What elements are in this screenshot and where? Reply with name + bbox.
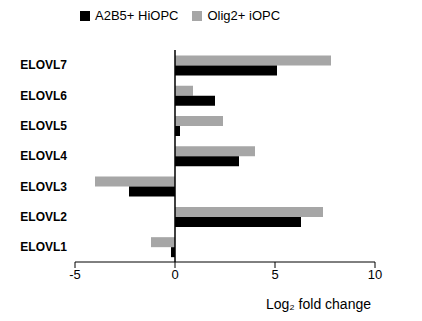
svg-text:ELOVL2: ELOVL2 bbox=[20, 210, 67, 224]
svg-text:10: 10 bbox=[368, 267, 382, 282]
svg-text:ELOVL3: ELOVL3 bbox=[20, 180, 67, 194]
html-text:Olig2+ iOPC: Olig2+ iOPC bbox=[207, 8, 281, 23]
svg-text:ELOVL4: ELOVL4 bbox=[20, 149, 67, 163]
svg-text:5: 5 bbox=[271, 267, 278, 282]
svg-text:ELOVL1: ELOVL1 bbox=[20, 240, 67, 254]
html-text:A2B5+ HiOPC: A2B5+ HiOPC bbox=[95, 8, 179, 23]
svg-text:ELOVL6: ELOVL6 bbox=[20, 89, 67, 103]
svg-text:ELOVL7: ELOVL7 bbox=[20, 58, 67, 72]
svg-text:0: 0 bbox=[171, 267, 178, 282]
svg-text:Log₂ fold change: Log₂ fold change bbox=[266, 296, 371, 312]
svg-text:-5: -5 bbox=[69, 267, 81, 282]
svg-text:ELOVL5: ELOVL5 bbox=[20, 119, 67, 133]
